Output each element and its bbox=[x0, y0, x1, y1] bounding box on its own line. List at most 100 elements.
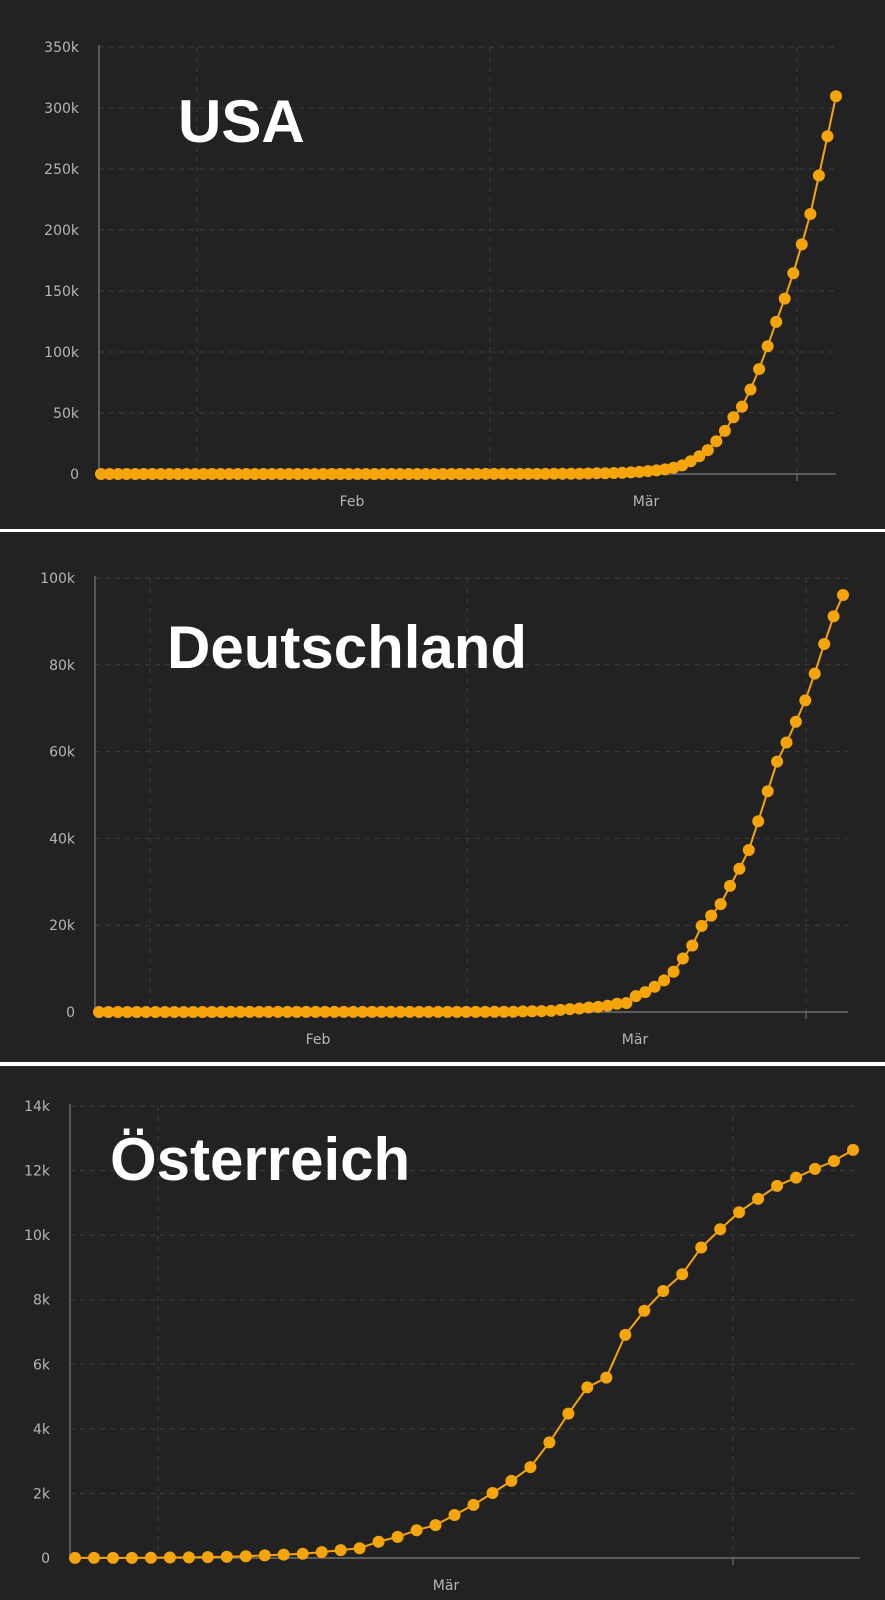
data-point bbox=[639, 986, 652, 999]
data-point bbox=[240, 468, 253, 480]
data-point bbox=[718, 424, 731, 437]
data-point bbox=[771, 1179, 784, 1192]
data-point bbox=[667, 965, 680, 978]
data-point bbox=[573, 1002, 586, 1015]
data-point bbox=[394, 1005, 407, 1018]
data-point bbox=[69, 1551, 81, 1564]
y-tick-label: 80k bbox=[49, 658, 76, 674]
data-point bbox=[565, 467, 578, 480]
data-point bbox=[334, 1544, 347, 1557]
data-point bbox=[460, 1005, 473, 1018]
data-point bbox=[413, 1005, 426, 1018]
chart-panel-usa: 0 50k 100k 150k 200k 250k 300k 350k Feb Mär USA bbox=[0, 0, 885, 529]
data-point bbox=[385, 468, 398, 480]
data-point bbox=[742, 844, 755, 856]
y-tick-label: 100k bbox=[40, 571, 76, 587]
data-point bbox=[554, 1003, 567, 1016]
data-point bbox=[724, 879, 736, 892]
data-point bbox=[600, 1371, 613, 1384]
data-point bbox=[353, 1542, 366, 1555]
y-tick-label: 300k bbox=[44, 101, 80, 117]
data-point bbox=[300, 1005, 313, 1018]
y-tick-label: 150k bbox=[44, 284, 80, 300]
data-point bbox=[448, 1509, 461, 1521]
data-point bbox=[616, 466, 629, 479]
data-point bbox=[714, 898, 727, 911]
data-point bbox=[334, 468, 347, 480]
data-point bbox=[808, 667, 821, 680]
data-point bbox=[522, 467, 535, 480]
data-point bbox=[479, 1005, 492, 1018]
data-point bbox=[590, 467, 603, 480]
data-point bbox=[290, 1005, 303, 1018]
data-point bbox=[607, 467, 620, 479]
data-point bbox=[507, 1005, 520, 1018]
data-point bbox=[422, 1005, 435, 1018]
data-point bbox=[535, 1005, 548, 1018]
chart-title: USA bbox=[178, 88, 305, 155]
data-point bbox=[809, 1162, 821, 1175]
data-point bbox=[384, 1005, 397, 1018]
y-tick-label: 20k bbox=[49, 918, 76, 934]
data-point bbox=[638, 1304, 651, 1317]
data-point bbox=[436, 468, 449, 480]
data-point bbox=[356, 1005, 369, 1018]
data-point bbox=[830, 90, 842, 103]
data-point bbox=[752, 815, 765, 828]
data-point bbox=[795, 238, 808, 251]
chart-panel-oesterreich: 0 2k 4k 6k 8k 10k 12k 14k Mär Österreich bbox=[0, 1066, 885, 1600]
data-point bbox=[171, 468, 184, 480]
data-point bbox=[394, 468, 407, 480]
data-point bbox=[479, 467, 492, 480]
data-point bbox=[206, 1006, 218, 1018]
data-point bbox=[530, 467, 543, 480]
data-point bbox=[93, 1006, 105, 1018]
data-point bbox=[599, 467, 612, 480]
data-point bbox=[182, 1551, 195, 1564]
data-point bbox=[265, 468, 278, 480]
data-point bbox=[462, 468, 475, 480]
x-tick-label: Mär bbox=[622, 1032, 649, 1048]
data-point bbox=[526, 1005, 539, 1018]
data-point bbox=[154, 468, 167, 480]
data-point bbox=[368, 468, 381, 480]
data-point bbox=[778, 292, 791, 305]
data-point bbox=[710, 435, 723, 448]
data-point bbox=[328, 1005, 341, 1018]
data-point bbox=[271, 1005, 284, 1018]
data-point bbox=[428, 468, 441, 480]
data-point bbox=[657, 1285, 670, 1297]
data-point bbox=[258, 1549, 271, 1562]
y-tick-label: 0 bbox=[66, 1005, 75, 1021]
data-point bbox=[112, 468, 125, 480]
data-point bbox=[705, 909, 718, 922]
data-point bbox=[496, 467, 509, 480]
data-point bbox=[168, 1006, 181, 1018]
data-point bbox=[545, 1004, 558, 1017]
data-point bbox=[693, 450, 706, 463]
y-tick-label: 10k bbox=[24, 1228, 51, 1244]
x-tick-label: Feb bbox=[340, 494, 365, 510]
data-point bbox=[189, 468, 201, 480]
data-point bbox=[403, 1005, 416, 1018]
data-point bbox=[592, 1000, 605, 1013]
data-point bbox=[149, 1006, 162, 1018]
data-point bbox=[140, 1006, 153, 1018]
data-point bbox=[736, 400, 748, 413]
data-point bbox=[391, 1530, 404, 1543]
chart-deutschland: 0 20k 40k 60k 80k 100k Feb Mär Deutschland bbox=[40, 571, 849, 1048]
data-point bbox=[789, 715, 802, 728]
data-point bbox=[277, 1548, 290, 1561]
data-point bbox=[620, 997, 633, 1009]
data-point bbox=[95, 468, 107, 480]
data-point bbox=[821, 130, 834, 143]
data-point bbox=[366, 1005, 379, 1018]
data-point bbox=[837, 589, 849, 601]
y-tick-label: 40k bbox=[49, 831, 76, 847]
data-point bbox=[375, 1005, 388, 1018]
data-point bbox=[701, 444, 714, 457]
data-point bbox=[828, 1155, 840, 1167]
y-tick-label: 8k bbox=[33, 1293, 51, 1309]
chart-title: Österreich bbox=[110, 1126, 410, 1193]
data-point bbox=[787, 267, 800, 280]
